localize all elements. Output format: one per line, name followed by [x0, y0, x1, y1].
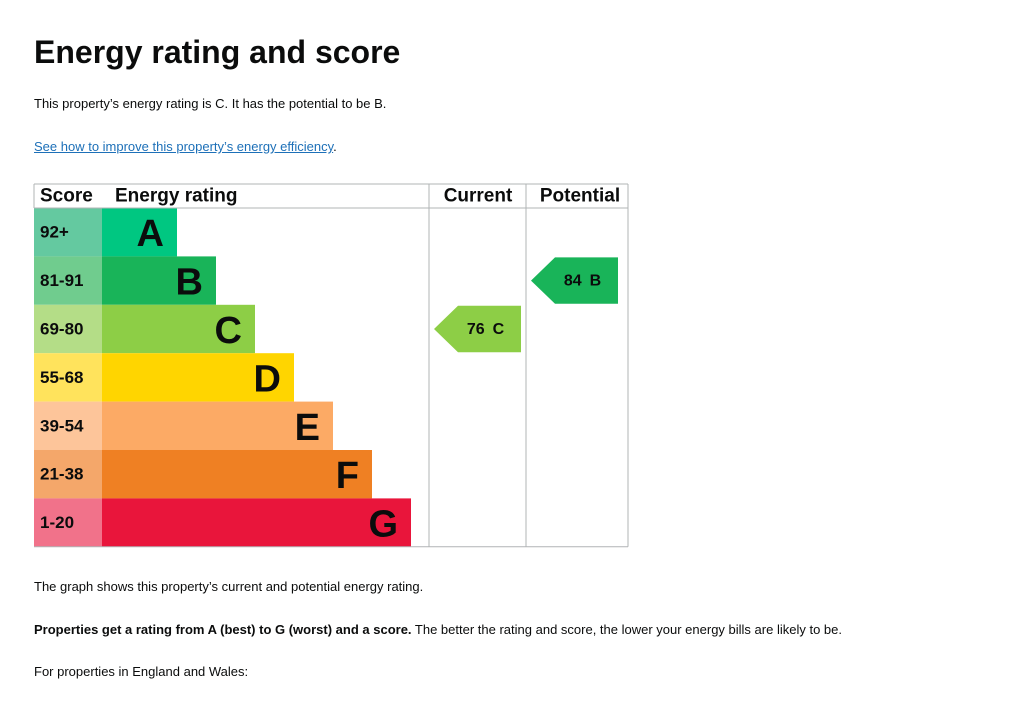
band-bar	[102, 208, 177, 257]
band-bar	[102, 498, 411, 547]
current-letter: C	[493, 321, 505, 338]
band-letter: D	[254, 358, 281, 400]
title: Energy rating and score	[34, 34, 401, 70]
band-letter: A	[137, 213, 164, 255]
current-score: 76	[467, 321, 485, 338]
band-letter: B	[176, 262, 203, 304]
column-header: Energy rating	[115, 186, 237, 207]
band-bar	[102, 304, 255, 354]
band-letter: G	[368, 504, 398, 546]
potential-arrow	[531, 257, 618, 304]
potential-score: 84	[564, 272, 582, 289]
column-header: Score	[40, 186, 93, 207]
score-cell	[34, 208, 102, 257]
score-cell	[34, 450, 102, 499]
column-header: Current	[444, 186, 513, 207]
paragraph: The graph shows this property’s current …	[34, 579, 424, 594]
link-line: See how to improve this property’s energ…	[34, 139, 337, 154]
bold-text: Properties get a rating from A (best) to…	[34, 622, 412, 637]
score-cell	[34, 401, 102, 450]
score-cell	[34, 498, 102, 547]
summary: This property’s energy rating is C. It h…	[34, 96, 387, 111]
score-range: 81-91	[40, 271, 83, 290]
text: The better the rating and score, the low…	[411, 622, 842, 637]
current-label: 76 C	[467, 321, 505, 338]
score-range: 39-54	[40, 416, 84, 435]
score-range: 55-68	[40, 368, 83, 387]
current-arrow	[434, 305, 521, 353]
band-bar	[102, 450, 372, 499]
score-range: 92+	[40, 223, 69, 242]
band-bar	[102, 401, 333, 450]
score-cell	[34, 256, 102, 305]
score-range: 69-80	[40, 320, 83, 339]
paragraph: Properties get a rating from A (best) to…	[34, 622, 842, 637]
improve-link[interactable]: See how to improve this property’s energ…	[34, 139, 334, 154]
link-suffix: .	[333, 139, 337, 154]
score-cell	[34, 304, 102, 354]
band-letter: E	[295, 407, 320, 449]
band-letter: F	[336, 455, 359, 497]
potential-label: 84 B	[564, 272, 601, 289]
band-bar	[102, 256, 216, 305]
potential-letter: B	[590, 272, 602, 289]
paragraph: For properties in England and Wales:	[34, 664, 249, 679]
score-range: 21-38	[40, 465, 83, 484]
score-cell	[34, 353, 102, 402]
score-range: 1-20	[40, 513, 74, 532]
band-bar	[102, 353, 294, 402]
column-header: Potential	[540, 186, 620, 207]
band-letter: C	[215, 310, 242, 352]
